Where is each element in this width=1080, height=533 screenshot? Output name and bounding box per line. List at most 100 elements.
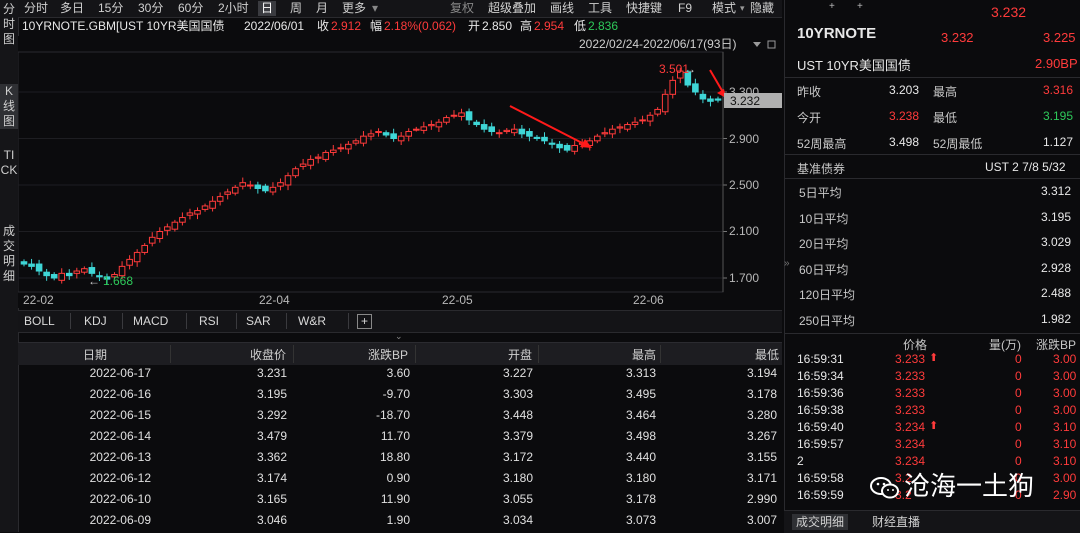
adjust-button[interactable]: 复权 bbox=[450, 1, 475, 15]
table-cell: 3.313 bbox=[625, 366, 656, 380]
table-row[interactable]: 2022-06-16 3.195 -9.70 3.303 3.495 3.178 bbox=[18, 385, 782, 406]
mode-dropdown-icon[interactable]: ▾ bbox=[740, 3, 745, 13]
period-week[interactable]: 周 bbox=[290, 1, 303, 15]
f9-button[interactable]: F9 bbox=[678, 1, 693, 15]
col-date[interactable]: 日期 bbox=[83, 348, 108, 362]
table-cell: -18.70 bbox=[375, 408, 410, 422]
add-indicator-icon[interactable]: + bbox=[357, 314, 372, 329]
col-open[interactable]: 开盘 bbox=[508, 348, 533, 362]
vtab-kline[interactable]: K线图 bbox=[0, 84, 18, 129]
table-cell: 3.227 bbox=[502, 366, 533, 380]
candle-body bbox=[639, 119, 646, 122]
candle-body bbox=[118, 265, 126, 277]
price-tick: 2.900 bbox=[729, 132, 759, 146]
col-close[interactable]: 收盘价 bbox=[250, 348, 287, 362]
period-60m[interactable]: 60分 bbox=[178, 1, 204, 15]
candle-body bbox=[594, 135, 601, 142]
period-month[interactable]: 月 bbox=[316, 1, 329, 15]
candle-body bbox=[28, 263, 35, 267]
candle-body bbox=[412, 128, 420, 131]
tick-volume: 0 bbox=[1015, 386, 1022, 400]
tab-live[interactable]: 财经直播 bbox=[872, 515, 921, 529]
vertical-tab-bar: 分时图 K线图 TICK 成交明细 bbox=[0, 0, 19, 532]
candle-body bbox=[277, 182, 284, 187]
candle-body bbox=[352, 140, 360, 144]
high-label: 高 bbox=[520, 19, 533, 33]
table-cell: 3.165 bbox=[256, 492, 287, 506]
tools-button[interactable]: 工具 bbox=[588, 1, 613, 15]
kline-svg[interactable]: 2022/02/24-2022/06/17(93日) 3.300 2.900 2… bbox=[17, 36, 782, 308]
col-bp[interactable]: 涨跌BP bbox=[368, 348, 409, 362]
indicator-macd[interactable]: MACD bbox=[133, 314, 169, 328]
candle-body bbox=[299, 163, 307, 167]
tick-time: 16:59:34 bbox=[797, 369, 844, 383]
table-cell: 11.90 bbox=[380, 492, 410, 506]
tick-up-arrow-icon: ⬆ bbox=[929, 352, 939, 364]
collapse-chevron-icon[interactable]: ⌄ bbox=[395, 331, 403, 341]
tick-volume: 0 bbox=[1015, 437, 1022, 451]
table-row[interactable]: 2022-06-10 3.165 11.90 3.055 3.178 2.990 bbox=[18, 490, 782, 511]
panel-add-icon[interactable]: + bbox=[829, 1, 835, 12]
tick-time: 16:59:57 bbox=[797, 437, 844, 451]
indicator-boll[interactable]: BOLL bbox=[24, 314, 55, 328]
draw-button[interactable]: 画线 bbox=[550, 1, 575, 15]
tab-trade-detail[interactable]: 成交明细 bbox=[792, 514, 849, 530]
table-row[interactable]: 2022-06-09 3.046 1.90 3.034 3.073 3.007 bbox=[18, 511, 782, 532]
hotkey-button[interactable]: 快捷键 bbox=[626, 1, 663, 15]
table-cell: -9.70 bbox=[382, 387, 410, 401]
vtab-tick[interactable]: TICK bbox=[0, 148, 18, 177]
table-header: 日期 收盘价 涨跌BP 开盘 最高 最低 bbox=[18, 342, 782, 365]
period-30m[interactable]: 30分 bbox=[138, 1, 164, 15]
col-high[interactable]: 最高 bbox=[632, 348, 657, 362]
settings-icon[interactable] bbox=[767, 40, 776, 49]
table-row[interactable]: 2022-06-14 3.479 11.70 3.379 3.498 3.267 bbox=[18, 427, 782, 448]
table-row[interactable]: 2022-06-13 3.362 18.80 3.172 3.440 3.155 bbox=[18, 448, 782, 469]
candle-body bbox=[684, 71, 692, 86]
candle-body bbox=[111, 274, 118, 278]
watermark: 沧海一土狗 bbox=[870, 466, 1034, 503]
indicator-wr[interactable]: W&R bbox=[298, 314, 326, 328]
table-row[interactable]: 2022-06-17 3.231 3.60 3.227 3.313 3.194 bbox=[18, 364, 782, 385]
high-value: 2.954 bbox=[534, 19, 565, 33]
stat-label: 最低 bbox=[933, 111, 958, 125]
table-cell: 2022-06-15 bbox=[89, 408, 151, 422]
vtab-intraday[interactable]: 分时图 bbox=[2, 2, 15, 46]
tick-bp: 3.00 bbox=[1053, 471, 1077, 485]
date-tick: 22-02 bbox=[23, 293, 54, 307]
col-low[interactable]: 最低 bbox=[755, 348, 780, 362]
candle-body bbox=[65, 272, 73, 277]
wechat-icon bbox=[870, 476, 900, 500]
indicator-kdj[interactable]: KDJ bbox=[84, 314, 107, 328]
vtab-trade-detail[interactable]: 成交明细 bbox=[2, 224, 15, 283]
period-day[interactable]: 日 bbox=[258, 1, 277, 16]
indicator-rsi[interactable]: RSI bbox=[199, 314, 220, 328]
average-value: 1.982 bbox=[1040, 311, 1071, 326]
period-more[interactable]: 更多 bbox=[342, 1, 367, 15]
candle-body bbox=[541, 136, 548, 142]
period-multiday[interactable]: 多日 bbox=[60, 1, 85, 15]
candle-body bbox=[518, 128, 526, 135]
candle-body bbox=[375, 131, 382, 134]
candle-body bbox=[171, 221, 179, 230]
table-row[interactable]: 2022-06-15 3.292 -18.70 3.448 3.464 3.280 bbox=[18, 406, 782, 427]
candle-body bbox=[322, 151, 330, 160]
indicator-sar[interactable]: SAR bbox=[246, 314, 271, 328]
tick-price: 3.233 bbox=[895, 369, 926, 383]
table-cell: 2022-06-09 bbox=[89, 513, 151, 527]
period-minute[interactable]: 分时 bbox=[24, 1, 49, 15]
candle-body bbox=[428, 124, 435, 127]
period-2h[interactable]: 2小时 bbox=[218, 1, 249, 15]
range-dropdown-icon[interactable] bbox=[753, 42, 761, 47]
kline-chart[interactable]: 2022/02/24-2022/06/17(93日) 3.300 2.900 2… bbox=[17, 36, 782, 308]
candle-body bbox=[397, 135, 405, 142]
close-value: 2.912 bbox=[331, 19, 362, 33]
dropdown-icon[interactable]: ▾ bbox=[372, 1, 379, 15]
panel-add-icon[interactable]: + bbox=[857, 1, 863, 12]
indicator-divider bbox=[122, 313, 123, 329]
expand-handle-icon[interactable]: » bbox=[784, 258, 790, 269]
mode-button[interactable]: 模式 bbox=[712, 1, 737, 15]
hide-button[interactable]: 隐藏 bbox=[750, 1, 775, 15]
period-15m[interactable]: 15分 bbox=[98, 1, 124, 15]
table-row[interactable]: 2022-06-12 3.174 0.90 3.180 3.180 3.171 bbox=[18, 469, 782, 490]
overlay-button[interactable]: 超级叠加 bbox=[488, 1, 537, 15]
